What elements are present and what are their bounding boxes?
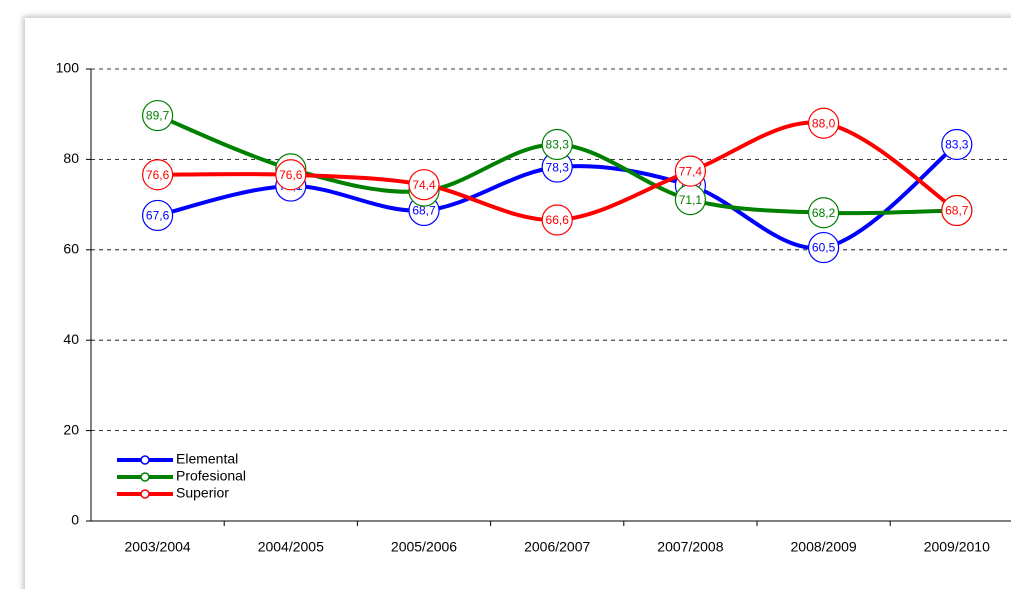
- data-point: [807, 197, 840, 229]
- data-label: 78,3: [546, 160, 570, 174]
- x-tick-label: 2008/2009: [791, 539, 857, 555]
- legend-marker: [140, 472, 150, 482]
- data-label: 77,4: [679, 164, 703, 178]
- legend-label: Superior: [176, 485, 229, 501]
- data-label: 88,0: [812, 116, 836, 130]
- data-point: [142, 99, 174, 132]
- data-label: 74,4: [412, 178, 436, 192]
- data-label: 68,7: [412, 204, 436, 218]
- x-tick-label: 2006/2007: [524, 539, 590, 555]
- chart-frame: [25, 18, 1011, 589]
- data-point: [807, 231, 840, 264]
- data-label: 71,1: [679, 193, 703, 207]
- x-tick-label: 2009/2010: [924, 539, 990, 555]
- data-point: [541, 128, 573, 161]
- data-point: [941, 128, 973, 161]
- y-tick-label: 80: [63, 150, 79, 166]
- y-tick-label: 20: [63, 421, 79, 437]
- data-point: [408, 169, 440, 201]
- y-tick-label: 100: [56, 60, 80, 76]
- data-point: [142, 199, 174, 232]
- y-tick-label: 60: [63, 241, 79, 257]
- data-label: 60,5: [812, 241, 836, 255]
- data-label: 83,3: [945, 138, 969, 152]
- data-point: [275, 159, 307, 191]
- data-label: 68,7: [945, 204, 969, 218]
- y-tick-label: 0: [71, 512, 79, 528]
- data-point: [807, 107, 840, 139]
- x-tick-label: 2005/2006: [391, 539, 457, 555]
- legend-label: Elemental: [176, 451, 238, 467]
- y-tick-label: 40: [63, 331, 79, 347]
- data-point: [142, 159, 174, 191]
- legend-marker: [140, 455, 150, 465]
- data-label: 66,6: [546, 213, 570, 227]
- data-label: 89,7: [146, 109, 170, 123]
- data-label: 76,6: [279, 168, 303, 182]
- legend-label: Profesional: [176, 468, 246, 484]
- legend-marker: [140, 489, 150, 499]
- data-point: [941, 194, 973, 227]
- data-label: 76,6: [146, 168, 170, 182]
- x-tick-label: 2003/2004: [125, 539, 191, 555]
- data-point: [541, 204, 573, 236]
- data-label: 83,3: [546, 138, 570, 152]
- data-label: 67,6: [146, 209, 170, 223]
- x-tick-label: 2007/2008: [657, 539, 723, 555]
- x-tick-label: 2004/2005: [258, 539, 324, 555]
- data-label: 68,2: [812, 206, 836, 220]
- data-point: [674, 155, 707, 187]
